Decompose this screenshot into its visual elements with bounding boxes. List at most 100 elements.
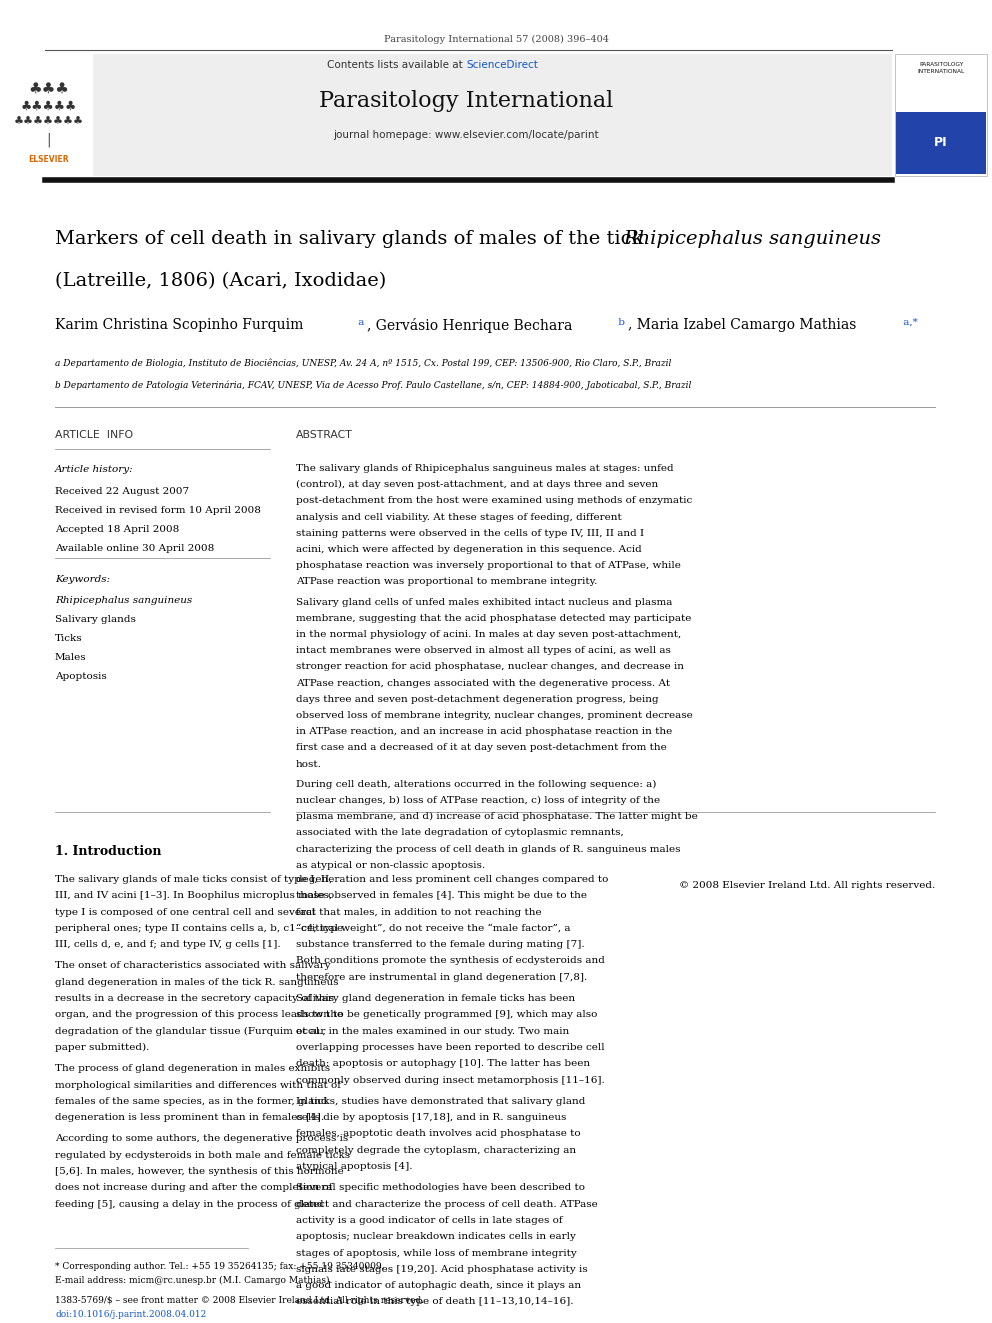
Text: analysis and cell viability. At these stages of feeding, different: analysis and cell viability. At these st… — [296, 512, 622, 521]
Text: Keywords:: Keywords: — [55, 576, 110, 583]
Text: During cell death, alterations occurred in the following sequence: a): During cell death, alterations occurred … — [296, 779, 657, 789]
Text: stronger reaction for acid phosphatase, nuclear changes, and decrease in: stronger reaction for acid phosphatase, … — [296, 663, 684, 671]
Text: According to some authors, the degenerative process is: According to some authors, the degenerat… — [55, 1135, 348, 1143]
Text: [5,6]. In males, however, the synthesis of this hormone: [5,6]. In males, however, the synthesis … — [55, 1167, 344, 1176]
Text: those observed in females [4]. This might be due to the: those observed in females [4]. This migh… — [296, 892, 587, 900]
Text: regulated by ecdysteroids in both male and female ticks: regulated by ecdysteroids in both male a… — [55, 1151, 350, 1160]
Text: activity is a good indicator of cells in late stages of: activity is a good indicator of cells in… — [296, 1216, 562, 1225]
Text: characterizing the process of cell death in glands of R. sanguineus males: characterizing the process of cell death… — [296, 844, 681, 853]
Text: degeneration is less prominent than in females [4].: degeneration is less prominent than in f… — [55, 1113, 324, 1122]
Text: III, cells d, e, and f; and type IV, g cells [1].: III, cells d, e, and f; and type IV, g c… — [55, 941, 281, 949]
Text: Salivary gland degeneration in female ticks has been: Salivary gland degeneration in female ti… — [296, 994, 575, 1003]
Text: first case and a decreased of it at day seven post-detachment from the: first case and a decreased of it at day … — [296, 744, 667, 753]
Text: (Latreille, 1806) (Acari, Ixodidae): (Latreille, 1806) (Acari, Ixodidae) — [55, 273, 386, 290]
Text: overlapping processes have been reported to describe cell: overlapping processes have been reported… — [296, 1043, 605, 1052]
Text: membrane, suggesting that the acid phosphatase detected may participate: membrane, suggesting that the acid phosp… — [296, 614, 691, 623]
Text: Several specific methodologies have been described to: Several specific methodologies have been… — [296, 1183, 585, 1192]
Text: (control), at day seven post-attachment, and at days three and seven: (control), at day seven post-attachment,… — [296, 480, 659, 490]
Text: The process of gland degeneration in males exhibits: The process of gland degeneration in mal… — [55, 1064, 330, 1073]
Text: b Departamento de Patologia Veterinária, FCAV, UNESP, Via de Acesso Prof. Paulo : b Departamento de Patologia Veterinária,… — [55, 380, 691, 389]
Text: observed loss of membrane integrity, nuclear changes, prominent decrease: observed loss of membrane integrity, nuc… — [296, 710, 692, 720]
Text: ATPase reaction, changes associated with the degenerative process. At: ATPase reaction, changes associated with… — [296, 679, 671, 688]
Text: post-detachment from the host were examined using methods of enzymatic: post-detachment from the host were exami… — [296, 496, 692, 505]
Text: host.: host. — [296, 759, 321, 769]
Text: acini, which were affected by degeneration in this sequence. Acid: acini, which were affected by degenerati… — [296, 545, 642, 554]
Text: Received 22 August 2007: Received 22 August 2007 — [55, 487, 189, 496]
Text: Parasitology International 57 (2008) 396–404: Parasitology International 57 (2008) 396… — [384, 34, 608, 44]
Text: results in a decrease in the secretory capacity of this: results in a decrease in the secretory c… — [55, 994, 334, 1003]
Text: occur in the males examined in our study. Two main: occur in the males examined in our study… — [296, 1027, 569, 1036]
Text: plasma membrane, and d) increase of acid phosphatase. The latter might be: plasma membrane, and d) increase of acid… — [296, 812, 697, 822]
Text: commonly observed during insect metamorphosis [11–16].: commonly observed during insect metamorp… — [296, 1076, 605, 1085]
Text: Males: Males — [55, 654, 86, 662]
Bar — [5, 54, 93, 176]
Text: phosphatase reaction was inversely proportional to that of ATPase, while: phosphatase reaction was inversely propo… — [296, 561, 681, 570]
Text: , Maria Izabel Camargo Mathias: , Maria Izabel Camargo Mathias — [628, 318, 856, 332]
Text: Salivary gland cells of unfed males exhibited intact nucleus and plasma: Salivary gland cells of unfed males exhi… — [296, 598, 673, 607]
Text: intact membranes were observed in almost all types of acini, as well as: intact membranes were observed in almost… — [296, 646, 671, 655]
Text: stages of apoptosis, while loss of membrane integrity: stages of apoptosis, while loss of membr… — [296, 1249, 576, 1258]
Text: staining patterns were observed in the cells of type IV, III, II and I: staining patterns were observed in the c… — [296, 529, 644, 538]
Text: , Gervásio Henrique Bechara: , Gervásio Henrique Bechara — [367, 318, 572, 333]
Bar — [896, 112, 986, 175]
Text: Article history:: Article history: — [55, 464, 134, 474]
Text: in ATPase reaction, and an increase in acid phosphatase reaction in the: in ATPase reaction, and an increase in a… — [296, 728, 673, 736]
Text: Parasitology International: Parasitology International — [318, 90, 613, 112]
Text: morphological similarities and differences with that of: morphological similarities and differenc… — [55, 1081, 341, 1090]
Text: fact that males, in addition to not reaching the: fact that males, in addition to not reac… — [296, 908, 542, 917]
Text: Rhipicephalus sanguineus: Rhipicephalus sanguineus — [623, 230, 881, 247]
Text: PI: PI — [934, 136, 947, 149]
Text: substance transferred to the female during mating [7].: substance transferred to the female duri… — [296, 941, 584, 949]
Text: ABSTRACT: ABSTRACT — [296, 430, 353, 441]
Text: signals late stages [19,20]. Acid phosphatase activity is: signals late stages [19,20]. Acid phosph… — [296, 1265, 587, 1274]
Text: III, and IV acini [1–3]. In Boophilus microplus males,: III, and IV acini [1–3]. In Boophilus mi… — [55, 892, 332, 900]
Text: b: b — [615, 318, 625, 327]
Text: as atypical or non-classic apoptosis.: as atypical or non-classic apoptosis. — [296, 861, 485, 869]
Text: a Departamento de Biologia, Instituto de Biociências, UNESP, Av. 24 A, nº 1515, : a Departamento de Biologia, Instituto de… — [55, 359, 672, 368]
Text: ATPase reaction was proportional to membrane integrity.: ATPase reaction was proportional to memb… — [296, 577, 597, 586]
Text: “critical weight”, do not receive the “male factor”, a: “critical weight”, do not receive the “m… — [296, 923, 570, 933]
Text: * Corresponding author. Tel.: +55 19 35264135; fax: +55 19 35340009.: * Corresponding author. Tel.: +55 19 352… — [55, 1262, 385, 1271]
Text: peripheral ones; type II contains cells a, b, c1–c4; type: peripheral ones; type II contains cells … — [55, 923, 343, 933]
Text: Received in revised form 10 April 2008: Received in revised form 10 April 2008 — [55, 505, 261, 515]
Text: ELSEVIER: ELSEVIER — [29, 156, 69, 164]
Text: essential role in this type of death [11–13,10,14–16].: essential role in this type of death [11… — [296, 1298, 573, 1307]
Text: journal homepage: www.elsevier.com/locate/parint: journal homepage: www.elsevier.com/locat… — [333, 130, 599, 140]
Text: atypical apoptosis [4].: atypical apoptosis [4]. — [296, 1162, 413, 1171]
Text: Apoptosis: Apoptosis — [55, 672, 107, 681]
Text: organ, and the progression of this process leads to the: organ, and the progression of this proce… — [55, 1011, 343, 1020]
Text: E-mail address: micm@rc.unesp.br (M.I. Camargo Mathias).: E-mail address: micm@rc.unesp.br (M.I. C… — [55, 1275, 332, 1285]
Text: |: | — [47, 132, 52, 147]
Text: days three and seven post-detachment degeneration progress, being: days three and seven post-detachment deg… — [296, 695, 659, 704]
Text: ♣♣♣♣♣: ♣♣♣♣♣ — [21, 99, 77, 112]
Text: Contents lists available at: Contents lists available at — [327, 60, 466, 70]
Text: feeding [5], causing a delay in the process of gland: feeding [5], causing a delay in the proc… — [55, 1200, 323, 1209]
Text: Ticks: Ticks — [55, 634, 82, 643]
Text: does not increase during and after the completion of: does not increase during and after the c… — [55, 1183, 332, 1192]
Text: nuclear changes, b) loss of ATPase reaction, c) loss of integrity of the: nuclear changes, b) loss of ATPase react… — [296, 796, 660, 806]
Text: females, apoptotic death involves acid phosphatase to: females, apoptotic death involves acid p… — [296, 1130, 580, 1139]
Text: a: a — [355, 318, 364, 327]
Text: gland degeneration in males of the tick R. sanguineus: gland degeneration in males of the tick … — [55, 978, 338, 987]
Text: PARASITOLOGY
INTERNATIONAL: PARASITOLOGY INTERNATIONAL — [918, 62, 964, 74]
Text: 1383-5769/$ – see front matter © 2008 Elsevier Ireland Ltd. All rights reserved.: 1383-5769/$ – see front matter © 2008 El… — [55, 1297, 424, 1304]
Text: in the normal physiology of acini. In males at day seven post-attachment,: in the normal physiology of acini. In ma… — [296, 630, 682, 639]
Text: 1. Introduction: 1. Introduction — [55, 845, 162, 859]
Bar — [45, 54, 892, 176]
Text: The onset of characteristics associated with salivary: The onset of characteristics associated … — [55, 962, 330, 971]
Text: associated with the late degradation of cytoplasmic remnants,: associated with the late degradation of … — [296, 828, 624, 837]
Text: Both conditions promote the synthesis of ecdysteroids and: Both conditions promote the synthesis of… — [296, 957, 605, 966]
Text: cells die by apoptosis [17,18], and in R. sanguineus: cells die by apoptosis [17,18], and in R… — [296, 1113, 566, 1122]
Text: degeneration and less prominent cell changes compared to: degeneration and less prominent cell cha… — [296, 875, 608, 884]
Text: The salivary glands of male ticks consist of type I, II,: The salivary glands of male ticks consis… — [55, 875, 332, 884]
Text: Salivary glands: Salivary glands — [55, 615, 136, 624]
Text: shown to be genetically programmed [9], which may also: shown to be genetically programmed [9], … — [296, 1011, 597, 1020]
Text: therefore are instrumental in gland degeneration [7,8].: therefore are instrumental in gland dege… — [296, 972, 587, 982]
Text: Rhipicephalus sanguineus: Rhipicephalus sanguineus — [55, 595, 192, 605]
Text: a good indicator of autophagic death, since it plays an: a good indicator of autophagic death, si… — [296, 1281, 581, 1290]
Text: females of the same species, as in the former, gland: females of the same species, as in the f… — [55, 1097, 327, 1106]
Text: In ticks, studies have demonstrated that salivary gland: In ticks, studies have demonstrated that… — [296, 1097, 585, 1106]
Text: © 2008 Elsevier Ireland Ltd. All rights reserved.: © 2008 Elsevier Ireland Ltd. All rights … — [679, 881, 935, 890]
Text: ♣♣♣: ♣♣♣ — [29, 81, 69, 95]
Text: death: apoptosis or autophagy [10]. The latter has been: death: apoptosis or autophagy [10]. The … — [296, 1060, 590, 1068]
